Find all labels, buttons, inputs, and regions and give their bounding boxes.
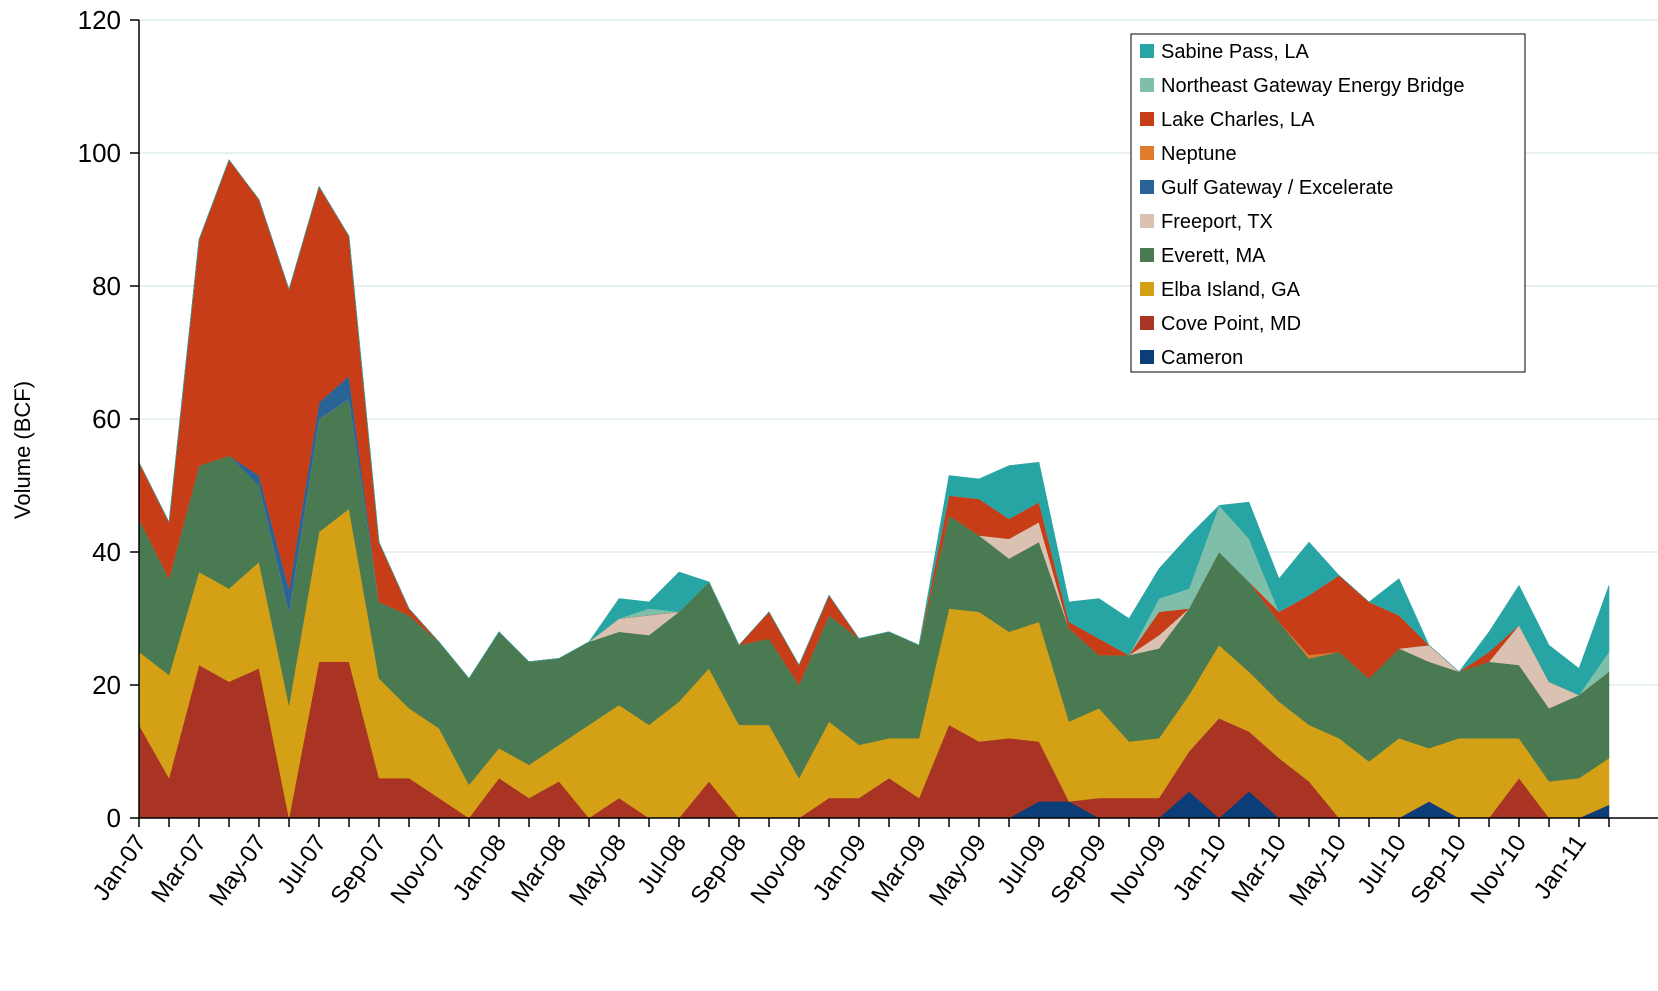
x-tick-label: Jan-11 bbox=[1529, 830, 1592, 904]
x-tick-label: Mar-10 bbox=[1226, 830, 1292, 908]
legend-label: Everett, MA bbox=[1161, 245, 1266, 267]
x-tick-label: Sep-10 bbox=[1405, 830, 1472, 909]
x-tick-label: Nov-08 bbox=[745, 830, 811, 909]
x-tick-label: Jul-09 bbox=[992, 830, 1052, 899]
y-tick-label: 80 bbox=[92, 271, 121, 301]
x-tick-label: Jul-10 bbox=[1352, 830, 1412, 899]
x-tick-label: May-07 bbox=[204, 830, 272, 911]
area-sabine-pass-la bbox=[138, 159, 1610, 696]
y-tick-label: 0 bbox=[107, 803, 121, 833]
x-tick-label: Mar-08 bbox=[506, 830, 572, 908]
x-tick-label: Nov-10 bbox=[1465, 830, 1531, 909]
legend: Sabine Pass, LA Northeast Gateway Energy … bbox=[1130, 33, 1526, 373]
legend-label: Lake Charles, LA bbox=[1161, 109, 1315, 131]
x-tick-label: May-10 bbox=[1284, 830, 1352, 911]
legend-label: Freeport, TX bbox=[1161, 211, 1273, 233]
x-tick-label: Jul-08 bbox=[632, 830, 692, 899]
legend-label: Sabine Pass, LA bbox=[1161, 41, 1310, 63]
legend-swatch bbox=[1140, 282, 1154, 296]
y-tick-label: 20 bbox=[92, 670, 121, 700]
legend-label: Northeast Gateway Energy Bridge bbox=[1161, 75, 1465, 97]
x-tick-label: Sep-07 bbox=[325, 830, 392, 909]
x-tick-label: May-08 bbox=[564, 830, 632, 911]
x-tick-label: Jan-08 bbox=[448, 830, 512, 906]
y-tick-label: 60 bbox=[92, 404, 121, 434]
legend-swatch bbox=[1140, 214, 1154, 228]
legend-swatch bbox=[1140, 112, 1154, 126]
legend-swatch bbox=[1140, 248, 1154, 262]
x-tick-label: Mar-09 bbox=[866, 830, 932, 908]
legend-swatch bbox=[1140, 146, 1154, 160]
legend-swatch bbox=[1140, 78, 1154, 92]
legend-label: Neptune bbox=[1161, 143, 1237, 165]
legend-swatch bbox=[1140, 44, 1154, 58]
x-tick-label: Nov-09 bbox=[1105, 830, 1171, 909]
legend-swatch bbox=[1140, 180, 1154, 194]
y-ticks: 0 20 40 60 80 100 120 bbox=[78, 5, 139, 833]
x-tick-label: Jan-10 bbox=[1168, 830, 1232, 906]
legend-swatch bbox=[1140, 316, 1154, 330]
y-tick-label: 40 bbox=[92, 537, 121, 567]
x-tick-label: May-09 bbox=[924, 830, 992, 911]
x-tick-label: Sep-09 bbox=[1045, 830, 1112, 909]
legend-label: Cove Point, MD bbox=[1161, 313, 1301, 335]
legend-label: Cameron bbox=[1161, 347, 1243, 369]
x-tick-label: Mar-07 bbox=[146, 830, 212, 908]
legend-label: Gulf Gateway / Excelerate bbox=[1161, 177, 1393, 199]
x-tick-label: Jan-07 bbox=[88, 830, 152, 906]
legend-label: Elba Island, GA bbox=[1161, 279, 1301, 301]
legend-swatch bbox=[1140, 350, 1154, 364]
legend-box bbox=[1130, 33, 1526, 373]
stacked-areas bbox=[138, 159, 1610, 819]
x-tick-label: Jul-07 bbox=[272, 830, 332, 899]
x-tick-label: Jan-09 bbox=[808, 830, 872, 906]
y-axis-title: Volume (BCF) bbox=[10, 381, 35, 519]
x-tick-label: Sep-08 bbox=[685, 830, 752, 909]
x-tick-label: Nov-07 bbox=[385, 830, 451, 909]
y-tick-label: 120 bbox=[78, 5, 121, 35]
y-tick-label: 100 bbox=[78, 138, 121, 168]
